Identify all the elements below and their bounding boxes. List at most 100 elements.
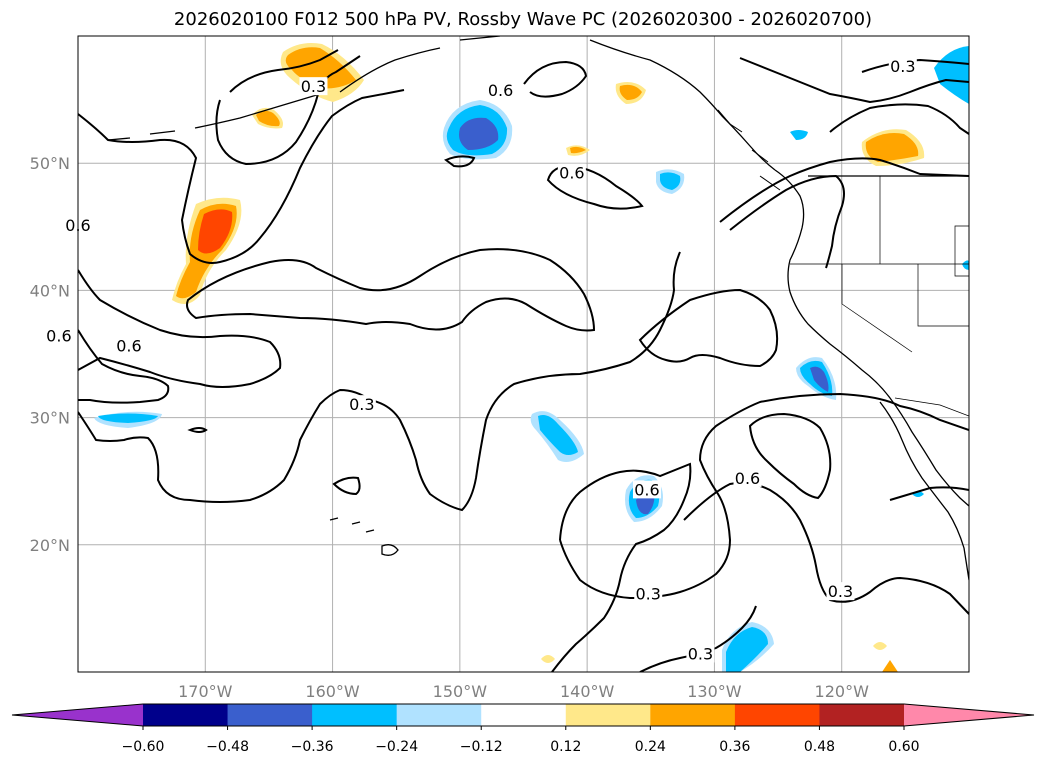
contour-label-background [486,80,515,99]
contour-label-background [44,326,73,345]
contour-label: 0.3 [301,77,326,96]
contour-label-background [557,163,586,182]
colorbar-tick-label: 0.60 [888,739,919,755]
baja-peninsula [879,401,969,581]
pv-contours [78,49,969,672]
colorbar-segment [396,704,482,726]
negative-anomaly-california-core [810,366,829,392]
contour-label-background [299,77,328,96]
contour-label-background [888,56,917,75]
positive-anomaly-dateline-red [198,209,233,254]
colorbar: −0.60 −0.48 −0.36 −0.24 −0.12 0.12 0.24 0.36 0.4… [11,703,1035,755]
colorbar-segment [734,704,820,726]
x-tick-label: 140°W [560,682,615,701]
colorbar-segment [227,704,313,726]
contour-0.6-west-coast [638,288,779,368]
hawaii-islands [329,517,399,556]
contour-label: 0.3 [828,582,853,601]
contour-0.6-left [78,269,282,388]
x-tick-label: 170°W [178,682,233,701]
y-tick-label: 50°N [30,154,70,173]
contour-0.3-gulf [229,49,339,93]
colorbar-segment [650,704,736,726]
y-axis-tick-labels: 50°N 40°N 30°N 20°N [30,154,70,555]
x-tick-label: 150°W [433,682,488,701]
positive-anomaly-gulf-core [570,146,586,154]
us-state-borders [790,176,969,353]
contour-label-background [826,582,855,601]
negative-anomaly-gulf-alaska-core [459,117,499,150]
contour-0.3-se-loop [889,486,969,501]
contour-0.3-ne-2 [861,58,969,73]
pv-anomaly-fills [94,43,969,672]
chart-title: 2026020100 F012 500 hPa PV, Rossby Wave … [174,9,872,30]
contour-0.3-southern [551,462,692,672]
colorbar-segment [819,704,905,726]
contour-0.3-north [78,89,405,264]
negative-anomaly-west-subtropic-core [98,413,158,423]
contour-label-background [632,480,661,499]
contour-dateline-small [187,427,208,433]
colorbar-tick-label: 0.24 [635,739,666,755]
contour-label: 0.6 [488,81,513,100]
map-frame [77,35,970,673]
contour-0.3-ne [739,57,969,104]
contour-label: 0.3 [688,644,713,663]
contour-label: 0.6 [735,469,760,488]
contour-label-background [347,395,376,414]
map-layer [78,36,969,672]
west-coast-north-america [774,169,969,507]
x-tick-label: 160°W [305,682,360,701]
colorbar-tick-label: −0.36 [291,739,334,755]
negative-anomaly-central-subtropic-core [538,415,578,455]
x-tick-label: 130°W [687,682,742,701]
contour-label-background [733,468,762,487]
contour-label-background [686,644,715,663]
positive-anomaly-bc-coast-core [865,133,919,162]
contour-hawaii-small [332,476,361,496]
contour-0.3-central [186,248,596,332]
negative-anomaly-ne-pacific-core [660,172,681,190]
contour-label-background [634,584,663,603]
colorbar-tick-label: −0.48 [206,739,249,755]
contour-label: 0.3 [636,585,661,604]
colorbar-segment [143,704,229,726]
map-background [78,36,969,672]
negative-anomaly-south-core [726,627,768,672]
contour-label: 0.6 [559,164,584,183]
contour-0.3-bottom [639,605,757,672]
colorbar-segment [312,704,398,726]
contour-labels: 0.3 0.60.30.60.60.60.60.30.60.60.3 0.30.3 [44,56,917,663]
positive-anomaly-south-corner [882,660,898,672]
negative-anomaly-bc-small [790,130,808,140]
negative-anomaly-east-edge [962,260,969,270]
contour-0.3-east [829,103,969,135]
colorbar-extend-high [904,704,1034,726]
contour-0.3-south-loop [78,251,681,512]
contour-0.3-se [559,392,969,600]
colorbar-tick-label: 0.12 [550,739,581,755]
se-alaska-coast [589,39,776,171]
alaska-peninsula-coast [339,36,501,93]
x-axis-tick-labels: 170°W 160°W 150°W 140°W 130°W 120°W [178,682,869,701]
y-tick-label: 30°N [30,409,70,428]
colorbar-tick-label: −0.24 [375,739,418,755]
contour-label: 0.3 [890,57,915,76]
colorbar-tick-label: −0.60 [122,739,165,755]
us-mexico-border [894,397,969,417]
contour-0.3-aleutian [215,55,361,166]
contour-0.3-loop-east [719,157,969,223]
contour-0.6-south [748,412,832,500]
contour-label: 0.3 [349,395,374,414]
colorbar-extend-low [12,704,143,726]
positive-anomaly-south-small-2 [541,655,555,663]
bc-islands [717,109,781,191]
positive-anomaly-aleutian-west-core [256,110,280,127]
x-tick-label: 120°W [815,682,870,701]
contour-0.6-left-2 [78,329,170,404]
positive-anomaly-south-small-1 [873,642,887,650]
colorbar-segment [481,704,567,726]
colorbar-tick-label: −0.12 [460,739,503,755]
colorbar-tick-label: 0.48 [804,739,835,755]
